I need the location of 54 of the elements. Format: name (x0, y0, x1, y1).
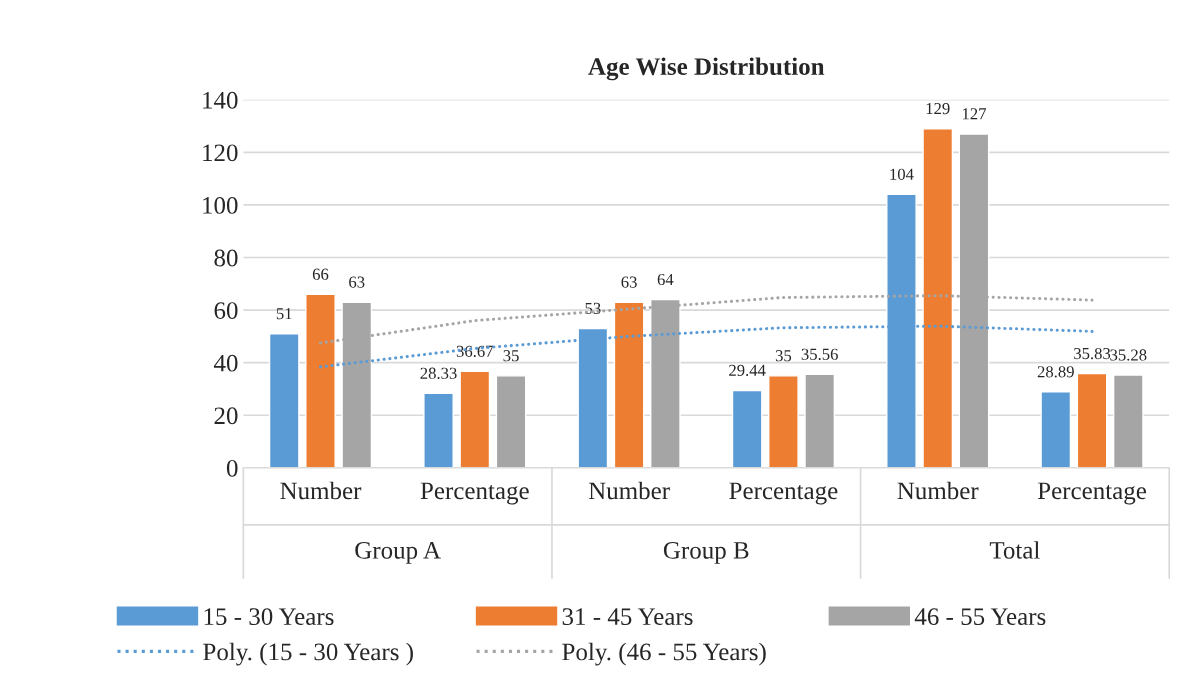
data-label: 29.44 (729, 364, 766, 377)
y-tick-label: 20 (214, 407, 238, 425)
y-tick-label: 60 (214, 302, 238, 320)
x-tick-label: Number (897, 481, 979, 500)
bar (305, 293, 336, 468)
text: Total (989, 541, 1040, 559)
data-label: 129 (926, 102, 950, 115)
legend-label: 15 - 30 Years (204, 608, 334, 626)
data-label: 51 (276, 308, 292, 320)
y-tick-label: 40 (213, 354, 238, 372)
data-label: 104 (890, 168, 914, 180)
bar (1076, 372, 1108, 468)
data-label: 64 (657, 273, 674, 286)
x-tick-label: Percentage (729, 482, 838, 505)
bar (768, 375, 799, 468)
bar (613, 301, 645, 468)
data-label: 35.56 (801, 348, 838, 360)
data-label: 28.89 (1037, 366, 1074, 378)
data-label: 35 (775, 350, 792, 362)
y-tick-label: 80 (214, 249, 238, 267)
data-label: 63 (349, 276, 365, 288)
data-label: 53 (585, 302, 601, 314)
x-tick-label: Number (280, 481, 362, 500)
data-label: 63 (621, 276, 637, 288)
data-label: 28.33 (420, 367, 457, 379)
y-tick-label: 100 (203, 196, 238, 214)
data-label: 66 (312, 268, 329, 280)
x-tick-label: Percentage (1037, 482, 1146, 505)
chart-title: Age Wise Distribution (588, 57, 825, 81)
bar (804, 373, 836, 468)
y-tick-label: 140 (203, 91, 238, 109)
data-label: 127 (962, 108, 987, 120)
bar (495, 375, 527, 468)
legend-label: Poly. (46 - 55 Years) (562, 642, 766, 666)
y-tick-label: 120 (203, 144, 238, 162)
bar (423, 392, 454, 468)
bar (731, 389, 763, 468)
legend-label: 46 - 55 Years (914, 608, 1046, 626)
data-label: 35 (503, 350, 519, 362)
legend-label: Poly. (15 - 30 Years ) (203, 642, 413, 666)
bar (1040, 391, 1072, 468)
bar (922, 127, 954, 468)
legend-label: 31 - 45 Years (562, 608, 693, 626)
data-label: 36.67 (456, 345, 494, 358)
x-tick-label: Percentage (420, 482, 529, 505)
bar (268, 333, 300, 468)
x-tick-label: Number (588, 481, 670, 500)
bar (459, 370, 491, 468)
bar (1112, 374, 1144, 468)
text: Group A (355, 541, 441, 564)
data-label: 35.83 (1074, 347, 1111, 360)
data-label: 35.28 (1110, 349, 1147, 361)
text: Group B (663, 541, 749, 564)
y-tick-label: 0 (226, 459, 238, 477)
